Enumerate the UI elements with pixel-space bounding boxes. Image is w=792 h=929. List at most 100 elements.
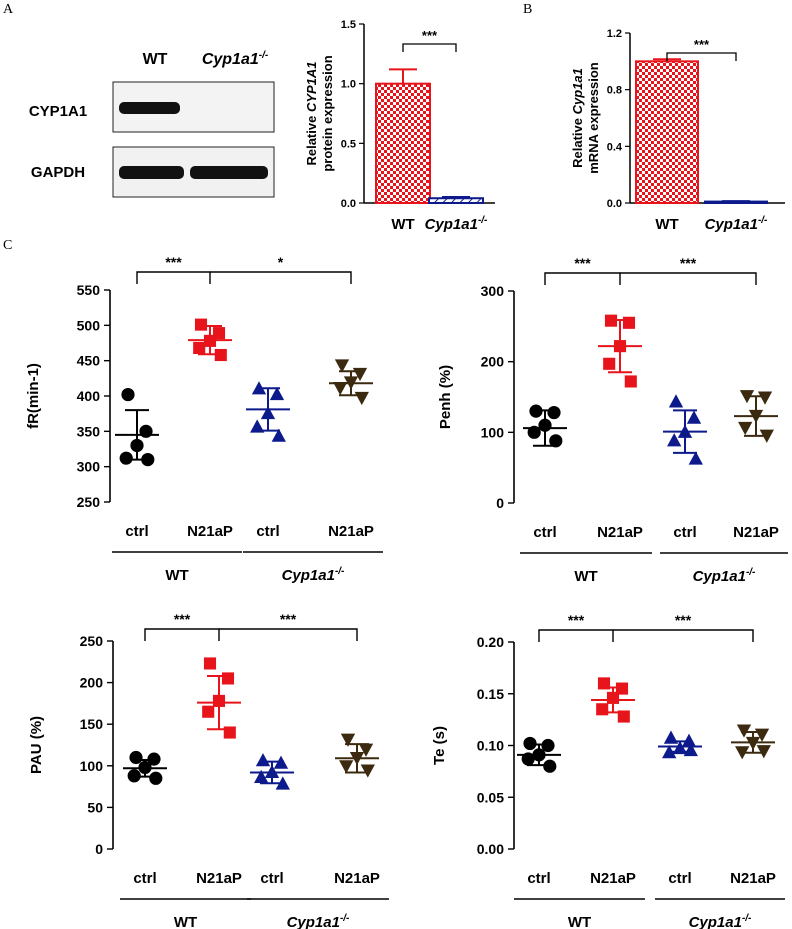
data-point xyxy=(193,341,206,354)
data-point xyxy=(255,753,271,767)
protein-expression-chart: 0.0 0.5 1.0 1.5 Relative CYP1A1 protein expre… xyxy=(304,19,495,233)
y-tick-label: 0.20 xyxy=(477,634,504,650)
y-label-prefix: Relative xyxy=(570,118,585,168)
y-tick-label: 0.4 xyxy=(607,141,623,153)
blot-ko-label: Cyp1a1-/- xyxy=(202,50,269,68)
bar xyxy=(635,60,699,205)
y-tick-label: 100 xyxy=(80,758,104,774)
y-tick-label: 50 xyxy=(87,799,103,815)
comparison-bracket xyxy=(538,629,614,642)
y-axis-label: Relative CYP1A1 xyxy=(304,61,319,165)
y-axis-label: fR(min-1) xyxy=(25,363,42,429)
x-tick-sup: -/- xyxy=(478,215,488,226)
y-tick-label: 300 xyxy=(77,459,101,475)
data-point xyxy=(339,760,354,774)
x-tick-text: Cyp1a1 xyxy=(705,216,758,233)
group-label: ctrl xyxy=(533,524,556,541)
data-point xyxy=(360,764,375,778)
y-tick-label: 0.0 xyxy=(607,198,622,210)
blot-band-gapdh-wt xyxy=(119,166,184,179)
data-point xyxy=(333,382,348,396)
data-point xyxy=(139,424,153,438)
y-tick-label: 400 xyxy=(77,388,101,404)
comparison-bracket xyxy=(613,629,754,642)
data-point xyxy=(683,742,698,757)
data-point xyxy=(354,391,369,406)
y-tick-label: 0.0 xyxy=(341,198,356,210)
data-point xyxy=(358,743,374,757)
pau-chart: 0 50 100 150 200 250 PAU (%) ctrl N21aP ctrl N21aP… xyxy=(28,611,389,929)
genotype-sup: -/- xyxy=(742,913,752,924)
genotype-text: Cyp1a1 xyxy=(689,914,742,929)
group-label: N21aP xyxy=(597,524,643,541)
y-tick-label: 0.15 xyxy=(477,686,504,702)
y-tick-label: 0.10 xyxy=(477,738,504,754)
comparison-bracket xyxy=(144,628,220,641)
data-point xyxy=(523,736,537,751)
group-label: N21aP xyxy=(334,870,380,887)
y-tick-label: 0.05 xyxy=(477,789,504,805)
group-label: ctrl xyxy=(256,523,279,540)
blot-band-gapdh-ko xyxy=(190,166,268,179)
genotype-label: Cyp1a1-/- xyxy=(689,913,752,929)
y-label-gene: Cyp1a1 xyxy=(570,68,585,114)
y-tick-label: 350 xyxy=(77,423,101,439)
data-point xyxy=(149,771,163,785)
data-point xyxy=(617,710,630,723)
fr-chart: 250 300 350 400 450 500 550 fR(min-1) ctrl N21aP c… xyxy=(25,254,383,584)
comparison-bracket xyxy=(219,628,358,641)
x-tick-label: Cyp1a1-/- xyxy=(705,215,768,233)
y-tick-label: 250 xyxy=(80,633,104,649)
data-point xyxy=(541,738,555,753)
data-point xyxy=(194,318,208,331)
y-tick-label: 200 xyxy=(80,675,104,691)
comparison-label: *** xyxy=(280,611,297,627)
y-label-prefix: Relative xyxy=(304,116,319,166)
genotype-sup: -/- xyxy=(746,567,756,578)
comparison-bracket xyxy=(210,271,352,284)
data-point xyxy=(597,677,611,690)
panel-label-a: A xyxy=(3,2,14,17)
y-tick-label: 0 xyxy=(496,495,504,511)
data-point xyxy=(757,391,773,405)
group-label: N21aP xyxy=(733,524,779,541)
data-point xyxy=(624,375,637,388)
blot-ko-sup: -/- xyxy=(259,50,269,61)
data-point xyxy=(202,705,215,718)
data-point xyxy=(119,451,133,465)
blot-band-cyp1a1-wt xyxy=(119,102,180,114)
data-point xyxy=(549,434,563,448)
genotype-text: Cyp1a1 xyxy=(282,567,335,584)
y-tick-label: 1.0 xyxy=(341,79,356,91)
comparison-label: *** xyxy=(574,255,591,271)
comparison-bracket xyxy=(620,272,757,285)
x-tick-label: WT xyxy=(655,216,678,233)
group-label: N21aP xyxy=(730,870,776,887)
data-point xyxy=(547,405,561,420)
panel-label-c: C xyxy=(3,238,12,253)
y-tick-label: 200 xyxy=(481,354,505,370)
data-point xyxy=(686,410,702,424)
group-label: ctrl xyxy=(133,870,156,887)
y-tick-label: 0.5 xyxy=(341,138,356,150)
data-point xyxy=(668,394,684,408)
genotype-label: WT xyxy=(568,914,591,929)
significance-label: *** xyxy=(422,28,438,43)
y-tick-label: 450 xyxy=(77,353,101,369)
y-tick-label: 550 xyxy=(77,282,101,298)
genotype-label: Cyp1a1-/- xyxy=(287,913,350,929)
y-tick-label: 100 xyxy=(481,424,505,440)
genotype-text: WT xyxy=(165,567,188,584)
y-tick-label: 0 xyxy=(95,841,103,857)
group-label: ctrl xyxy=(673,524,696,541)
data-point xyxy=(121,387,135,402)
y-axis-label: Te (s) xyxy=(431,726,448,765)
y-label-gene: CYP1A1 xyxy=(304,61,319,112)
blot-wt-label: WT xyxy=(143,51,168,68)
genotype-text: Cyp1a1 xyxy=(287,914,340,929)
genotype-text: WT xyxy=(174,914,197,929)
y-tick-label: 1.5 xyxy=(341,19,356,31)
y-tick-label: 500 xyxy=(77,317,101,333)
significance-bracket xyxy=(666,52,737,61)
